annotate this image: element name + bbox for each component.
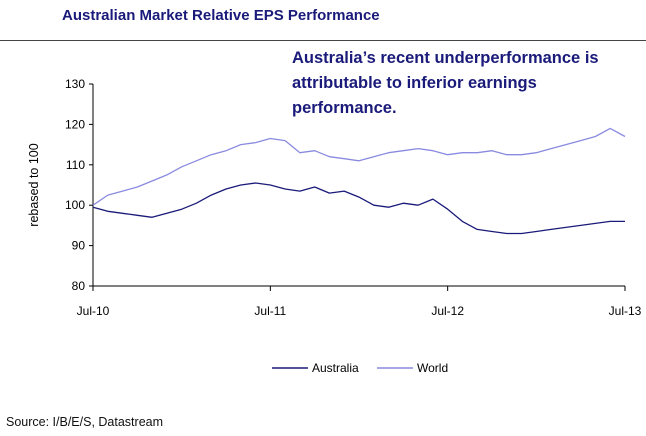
series-line-world — [92, 127, 626, 206]
y-tick-label: 80 — [72, 279, 86, 293]
y-tick-label: 130 — [65, 77, 85, 91]
y-tick-label: 120 — [65, 117, 85, 131]
x-tick-label: Jul-10 — [77, 304, 110, 318]
y-tick-label: 110 — [66, 158, 85, 172]
chart-annotation: Australia’s recent underperformance is a… — [292, 49, 599, 117]
y-tick-label: 90 — [72, 239, 86, 253]
legend-label-australia: Australia — [312, 361, 359, 375]
series-line-australia — [92, 182, 625, 235]
y-axis-label: rebased to 100 — [27, 143, 41, 226]
chart-title: Australian Market Relative EPS Performan… — [62, 7, 380, 24]
x-tick-label: Jul-11 — [254, 304, 286, 318]
title-divider — [0, 40, 646, 41]
legend-label-world: World — [417, 361, 448, 375]
x-tick-label: Jul-13 — [609, 304, 642, 318]
y-tick-label: 100 — [65, 198, 85, 212]
source-note: Source: I/B/E/S, Datastream — [6, 415, 164, 429]
x-tick-label: Jul-12 — [431, 304, 464, 318]
line-chart: 80 90 100 110 120 130 Jul-10 Jul-11 Jul-12 Jul-13… — [27, 77, 642, 375]
